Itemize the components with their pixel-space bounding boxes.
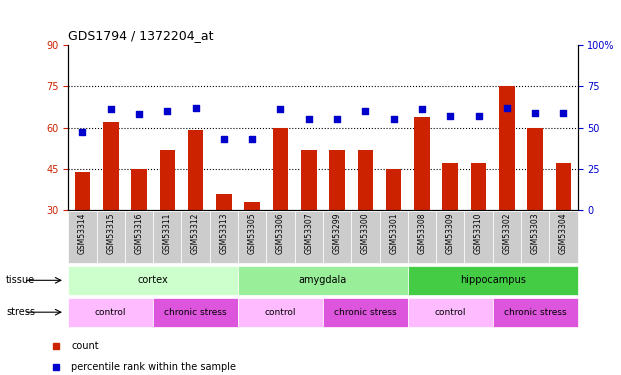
Text: control: control (95, 308, 127, 316)
Bar (125, 211, 153, 263)
Text: GSM53301: GSM53301 (389, 213, 398, 254)
Text: GSM53312: GSM53312 (191, 213, 200, 254)
Point (78, 129, 88, 135)
Bar (442, 163, 458, 210)
Point (247, 136, 257, 142)
Text: GSM53306: GSM53306 (276, 213, 285, 254)
Point (191, 105, 201, 111)
Bar (436, 211, 465, 263)
Bar (556, 163, 571, 210)
Point (276, 106, 286, 112)
Bar (75, 171, 90, 210)
Text: GSM53315: GSM53315 (106, 213, 116, 254)
Bar (238, 266, 408, 295)
Text: count: count (71, 341, 99, 351)
Bar (323, 298, 408, 327)
Bar (301, 150, 317, 210)
Point (332, 116, 342, 122)
Bar (329, 150, 345, 210)
Bar (294, 211, 323, 263)
Bar (153, 298, 238, 327)
Text: GSM53303: GSM53303 (530, 213, 540, 254)
Point (304, 116, 314, 122)
Bar (492, 298, 578, 327)
Bar (68, 211, 97, 263)
Bar (160, 150, 175, 210)
Bar (97, 211, 125, 263)
Text: hippocampus: hippocampus (460, 275, 525, 285)
Text: GSM53299: GSM53299 (333, 213, 342, 254)
Text: chronic stress: chronic stress (334, 308, 397, 316)
Text: GSM53302: GSM53302 (502, 213, 511, 254)
Bar (527, 128, 543, 210)
Bar (216, 194, 232, 210)
Bar (379, 211, 408, 263)
Bar (181, 211, 210, 263)
Bar (68, 298, 153, 327)
Bar (358, 150, 373, 210)
Point (558, 110, 568, 116)
Bar (408, 211, 436, 263)
Text: chronic stress: chronic stress (504, 308, 566, 316)
Text: GSM53305: GSM53305 (248, 213, 256, 254)
Point (389, 116, 399, 122)
Text: percentile rank within the sample: percentile rank within the sample (71, 362, 237, 372)
Text: GDS1794 / 1372204_at: GDS1794 / 1372204_at (68, 30, 214, 42)
Text: GSM53300: GSM53300 (361, 213, 370, 254)
Bar (408, 298, 492, 327)
Text: cortex: cortex (138, 275, 168, 285)
Bar (210, 211, 238, 263)
Bar (131, 169, 147, 210)
Point (162, 108, 172, 114)
Bar (465, 211, 492, 263)
Bar (499, 86, 515, 210)
Text: GSM53308: GSM53308 (417, 213, 427, 254)
Bar (323, 211, 351, 263)
Bar (68, 266, 238, 295)
Point (417, 106, 427, 112)
Bar (492, 211, 521, 263)
Bar (273, 128, 288, 210)
Point (360, 108, 370, 114)
Bar (153, 211, 181, 263)
Text: GSM53307: GSM53307 (304, 213, 313, 254)
Bar (238, 211, 266, 263)
Text: control: control (435, 308, 466, 316)
Bar (266, 211, 294, 263)
Text: GSM53314: GSM53314 (78, 213, 87, 254)
Bar (521, 211, 549, 263)
Point (474, 113, 484, 119)
Text: chronic stress: chronic stress (165, 308, 227, 316)
Bar (238, 298, 323, 327)
Text: GSM53310: GSM53310 (474, 213, 483, 254)
Bar (408, 266, 578, 295)
Point (530, 110, 540, 116)
Bar (471, 163, 486, 210)
Bar (188, 130, 204, 210)
Text: GSM53311: GSM53311 (163, 213, 172, 254)
Point (134, 111, 144, 117)
Bar (549, 211, 578, 263)
Point (219, 136, 229, 142)
Bar (245, 202, 260, 210)
Bar (386, 169, 401, 210)
Point (445, 113, 455, 119)
Text: GSM53313: GSM53313 (219, 213, 229, 254)
Bar (351, 211, 379, 263)
Text: GSM53304: GSM53304 (559, 213, 568, 254)
Bar (414, 117, 430, 210)
Bar (103, 122, 119, 210)
Point (106, 106, 116, 112)
Text: amygdala: amygdala (299, 275, 347, 285)
Text: GSM53316: GSM53316 (135, 213, 143, 254)
Text: GSM53309: GSM53309 (446, 213, 455, 254)
Text: control: control (265, 308, 296, 316)
Text: stress: stress (6, 307, 35, 317)
Point (502, 105, 512, 111)
Text: tissue: tissue (6, 275, 35, 285)
